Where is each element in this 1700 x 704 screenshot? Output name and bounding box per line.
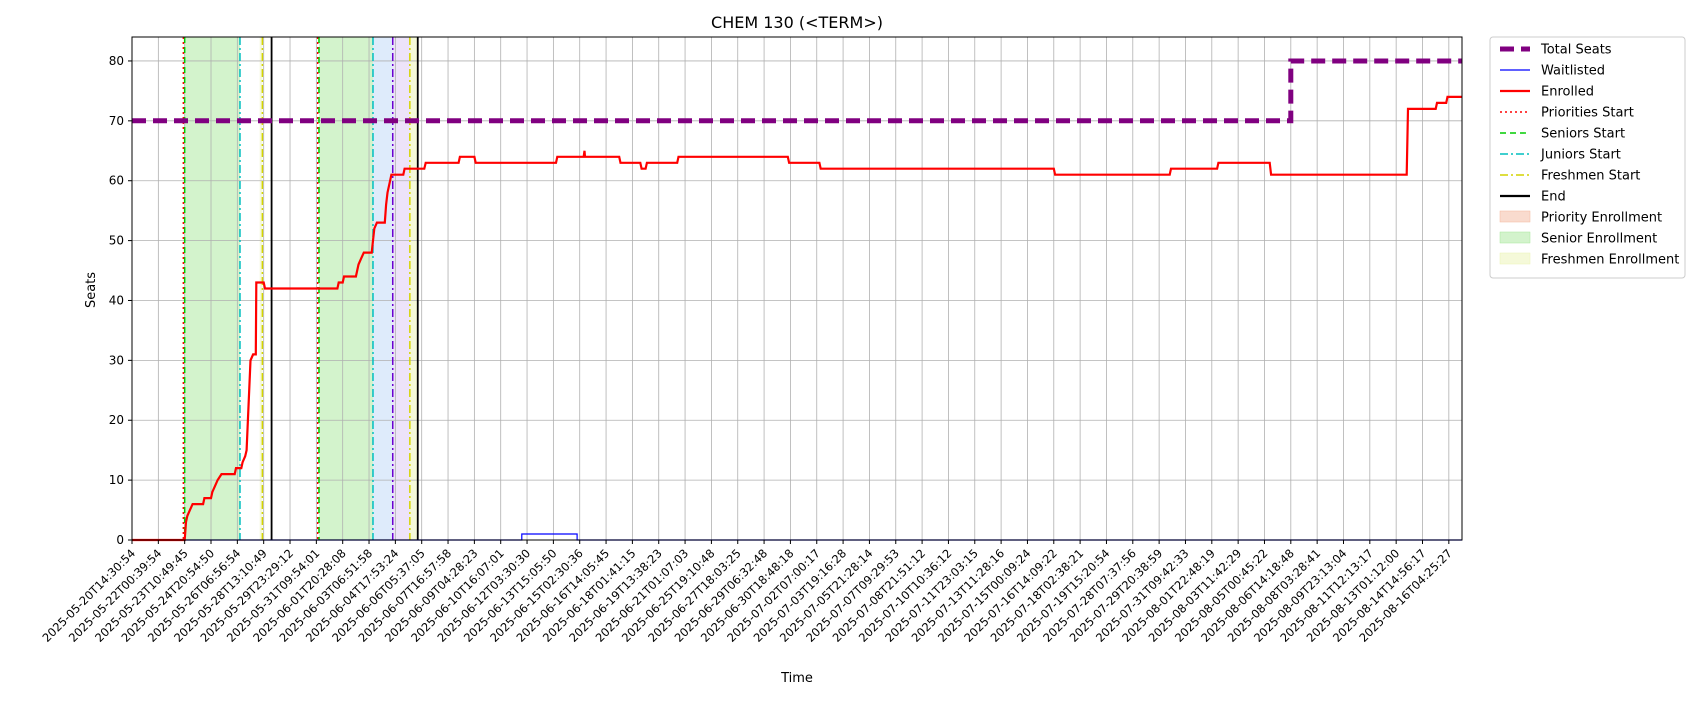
series-line [132,95,1462,542]
y-tick-label: 50 [109,234,124,248]
legend-swatch [1499,252,1531,265]
y-tick-label: 0 [116,533,124,547]
legend-label: Seniors Start [1541,127,1625,142]
series-line [132,58,1462,124]
legend-box [1489,36,1686,279]
legend-label: Priority Enrollment [1541,211,1662,226]
legend-label: Freshmen Start [1541,169,1640,184]
y-tick-label: 70 [109,114,124,128]
legend-label: Freshmen Enrollment [1541,253,1679,268]
legend-label: Senior Enrollment [1541,232,1657,247]
y-tick-label: 10 [109,473,124,487]
enrollment-span [259,37,263,540]
legend-label: Total Seats [1540,43,1612,58]
y-tick-label: 60 [109,174,124,188]
y-tick-label: 80 [109,54,124,68]
enrollment-span [372,37,393,540]
y-axis-label: Seats [84,272,99,308]
legend-swatch [1499,210,1531,223]
enrollment-span [392,37,410,540]
legend-swatch [1499,231,1531,244]
axes: 010203040506070802025-05-20T14:30:542025… [39,36,1463,645]
plot-frame [131,36,1463,541]
chart-title: CHEM 130 (<TERM>) [711,13,883,32]
y-tick-label: 20 [109,413,124,427]
legend-label: Juniors Start [1540,148,1621,163]
legend: Total Seats Waitlisted Enrolled Priorities … [1489,36,1686,279]
x-axis-label: Time [780,671,813,686]
y-tick-label: 30 [109,353,124,367]
enrollment-span [409,37,418,540]
legend-label: Enrolled [1541,85,1594,100]
legend-label: Priorities Start [1541,106,1634,121]
legend-label: End [1541,190,1566,205]
enrollment-span [184,37,240,540]
legend-label: Waitlisted [1541,64,1605,79]
y-tick-label: 40 [109,293,124,307]
